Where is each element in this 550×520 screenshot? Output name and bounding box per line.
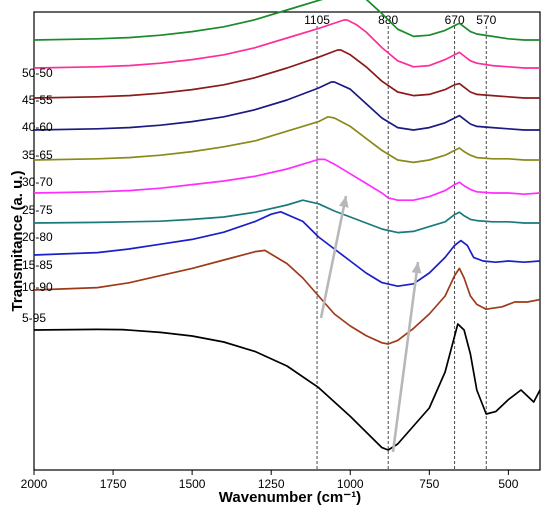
- series-line-40-60: [33, 49, 540, 99]
- x-axis-ticks: 2000 1750 1500 1250 1000 750 500: [21, 470, 519, 491]
- series-line-35-65: [33, 81, 540, 131]
- series-line-10-90: [33, 249, 541, 345]
- x-tick-label-750: 750: [419, 477, 439, 491]
- series-label-20-80: 20-80: [22, 230, 53, 244]
- series-line-30-70: [33, 115, 540, 164]
- x-tick-label-2000: 2000: [21, 477, 48, 491]
- series-line-20-80: [33, 199, 540, 234]
- series-label-30-70: 30-70: [22, 175, 53, 189]
- x-tick-label-500: 500: [498, 477, 518, 491]
- series-label-40-60: 40-60: [22, 120, 53, 134]
- series-line-50-50: [33, 0, 540, 41]
- series-line-45-55: [33, 19, 540, 69]
- series-label-5-95: 5-95: [22, 311, 46, 325]
- plot-frame: [33, 11, 541, 471]
- reference-label-1105: 1105: [304, 13, 330, 27]
- x-axis-title: Wavenumber (cm⁻¹): [219, 489, 361, 506]
- x-tick-label-1000: 1000: [337, 477, 364, 491]
- series-line-5-95: [33, 323, 541, 451]
- series-line-25-75: [33, 158, 541, 202]
- series-label-15-85: 15-85: [22, 258, 53, 272]
- series-line-15-85: [33, 210, 541, 288]
- x-tick-label-1250: 1250: [258, 477, 285, 491]
- series-label-50-50: 50-50: [22, 66, 53, 80]
- shift-arrows: [319, 195, 422, 453]
- series-label-10-90: 10-90: [22, 280, 53, 294]
- series-label-45-55: 45-55: [22, 93, 53, 107]
- series-label-25-75: 25-75: [22, 203, 53, 217]
- reference-lines: 1105 880 670 570: [304, 13, 497, 470]
- series-labels: 5-95 10-90 15-85 20-80 25-75 30-70 35-65 40-60 4…: [22, 66, 53, 325]
- shift-arrow-880-shaft: [391, 261, 420, 453]
- series-lines: [33, 0, 541, 451]
- x-tick-label-1750: 1750: [100, 477, 127, 491]
- reference-label-570: 570: [476, 13, 496, 27]
- y-axis-title: Transmitance (a. u.): [9, 171, 26, 312]
- shift-arrow-1105-shaft: [319, 195, 348, 319]
- shift-arrow-880-head: [411, 262, 422, 274]
- shift-arrow-1105-head: [338, 196, 349, 208]
- series-label-35-65: 35-65: [22, 148, 53, 162]
- x-tick-label-1500: 1500: [179, 477, 206, 491]
